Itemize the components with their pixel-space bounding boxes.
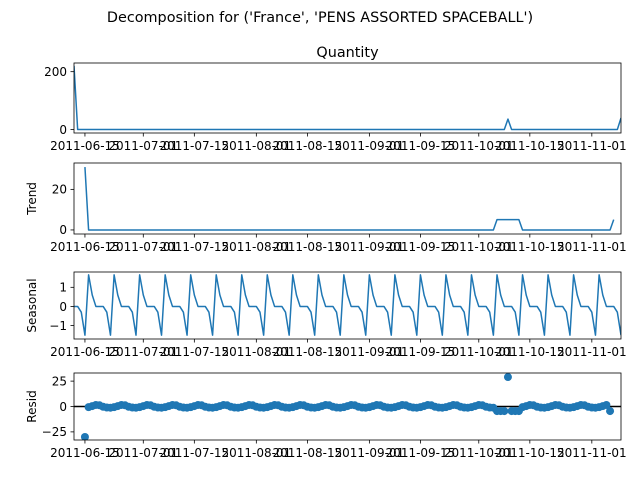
x-tick-label: 2011-07-15 bbox=[159, 240, 229, 254]
x-tick-label: 2011-07-15 bbox=[159, 446, 229, 460]
x-tick-label: 2011-06-15 bbox=[50, 139, 120, 153]
panel-1: Quantity 0 200 2011-06-152011-07-012011-07-… bbox=[44, 45, 627, 153]
plot-area bbox=[74, 373, 621, 440]
y-tick-label: 0 bbox=[59, 123, 67, 137]
x-tick-label: 2011-11-01 bbox=[557, 345, 627, 359]
resid-point bbox=[503, 373, 512, 382]
resid-point bbox=[606, 407, 615, 416]
panel-3: Seasonal −1 0 1 2011-06-152011-07-012011-07-… bbox=[25, 271, 627, 359]
y-tick-label: 25 bbox=[52, 374, 67, 388]
x-tick-label: 2011-09-15 bbox=[386, 240, 456, 254]
x-tick-label: 2011-07-01 bbox=[108, 240, 178, 254]
x-tick-label: 2011-09-01 bbox=[335, 345, 405, 359]
axes-frame bbox=[73, 271, 622, 340]
x-tick-label: 2011-10-01 bbox=[444, 240, 514, 254]
x-tick-label: 2011-07-01 bbox=[108, 345, 178, 359]
plot-area bbox=[74, 65, 621, 131]
x-tick-label: 2011-06-15 bbox=[50, 240, 120, 254]
panel-2: Trend0202011-06-152011-07-012011-07-1520… bbox=[25, 162, 627, 254]
x-tick-label: 2011-06-15 bbox=[50, 446, 120, 460]
x-tick-label: 2011-11-01 bbox=[557, 240, 627, 254]
y-tick-label: 1 bbox=[59, 281, 67, 295]
x-tick-label: 2011-09-15 bbox=[386, 139, 456, 153]
y-tick-label: 0 bbox=[59, 223, 67, 237]
x-tick-label: 2011-08-01 bbox=[221, 139, 291, 153]
resid-point bbox=[80, 432, 89, 440]
y-tick-label: 0 bbox=[59, 300, 67, 314]
series-line bbox=[84, 167, 615, 231]
panels: Quantity02002011-06-152011-07-012011-07-… bbox=[25, 45, 627, 460]
x-tick-label: 2011-08-15 bbox=[273, 345, 343, 359]
y-tick-label: 0 bbox=[59, 400, 67, 414]
panel-4: Resid−25 0 25 2011-06-152011-07-012011-07-1… bbox=[25, 372, 627, 460]
x-tick-label: 2011-09-15 bbox=[386, 345, 456, 359]
panel-title: Quantity bbox=[316, 45, 379, 61]
series-line bbox=[74, 65, 621, 131]
x-tick-label: 2011-07-15 bbox=[159, 139, 229, 153]
figure-suptitle: Decomposition for ('France', 'PENS ASSOR… bbox=[107, 10, 533, 26]
x-tick-label: 2011-09-01 bbox=[335, 446, 405, 460]
x-tick-label: 2011-08-15 bbox=[273, 446, 343, 460]
y-tick-label: 20 bbox=[52, 183, 67, 197]
x-tick-label: 2011-10-15 bbox=[495, 240, 565, 254]
x-tick-label: 2011-07-15 bbox=[159, 345, 229, 359]
axes-frame bbox=[73, 162, 622, 235]
x-tick-label: 2011-08-01 bbox=[221, 446, 291, 460]
x-tick-label: 2011-09-15 bbox=[386, 446, 456, 460]
plot-area bbox=[74, 274, 621, 336]
x-tick-label: 2011-10-01 bbox=[444, 139, 514, 153]
x-tick-label: 2011-07-01 bbox=[108, 446, 178, 460]
x-tick-label: 2011-07-01 bbox=[108, 139, 178, 153]
x-tick-label: 2011-11-01 bbox=[557, 139, 627, 153]
seasonal-line bbox=[74, 274, 621, 336]
x-tick-label: 2011-10-01 bbox=[444, 446, 514, 460]
x-tick-label: 2011-08-15 bbox=[273, 240, 343, 254]
x-tick-label: 2011-09-01 bbox=[335, 240, 405, 254]
resid-point bbox=[602, 400, 611, 409]
y-axis-label: Trend bbox=[25, 182, 39, 216]
x-tick-label: 2011-06-15 bbox=[50, 345, 120, 359]
plot-area bbox=[84, 167, 615, 231]
y-tick-label: −25 bbox=[42, 425, 67, 439]
x-tick-label: 2011-10-01 bbox=[444, 345, 514, 359]
y-axis-label: Seasonal bbox=[25, 278, 39, 332]
x-tick-label: 2011-08-01 bbox=[221, 345, 291, 359]
x-tick-label: 2011-10-15 bbox=[495, 139, 565, 153]
axes-frame bbox=[73, 62, 622, 134]
x-tick-label: 2011-10-15 bbox=[495, 345, 565, 359]
x-tick-label: 2011-08-15 bbox=[273, 139, 343, 153]
x-tick-label: 2011-09-01 bbox=[335, 139, 405, 153]
resid-point bbox=[500, 407, 509, 416]
x-tick-label: 2011-11-01 bbox=[557, 446, 627, 460]
y-tick-label: −1 bbox=[49, 319, 67, 333]
x-tick-label: 2011-10-15 bbox=[495, 446, 565, 460]
y-axis-label: Resid bbox=[25, 390, 39, 422]
y-tick-label: 200 bbox=[44, 65, 67, 79]
x-tick-label: 2011-08-01 bbox=[221, 240, 291, 254]
